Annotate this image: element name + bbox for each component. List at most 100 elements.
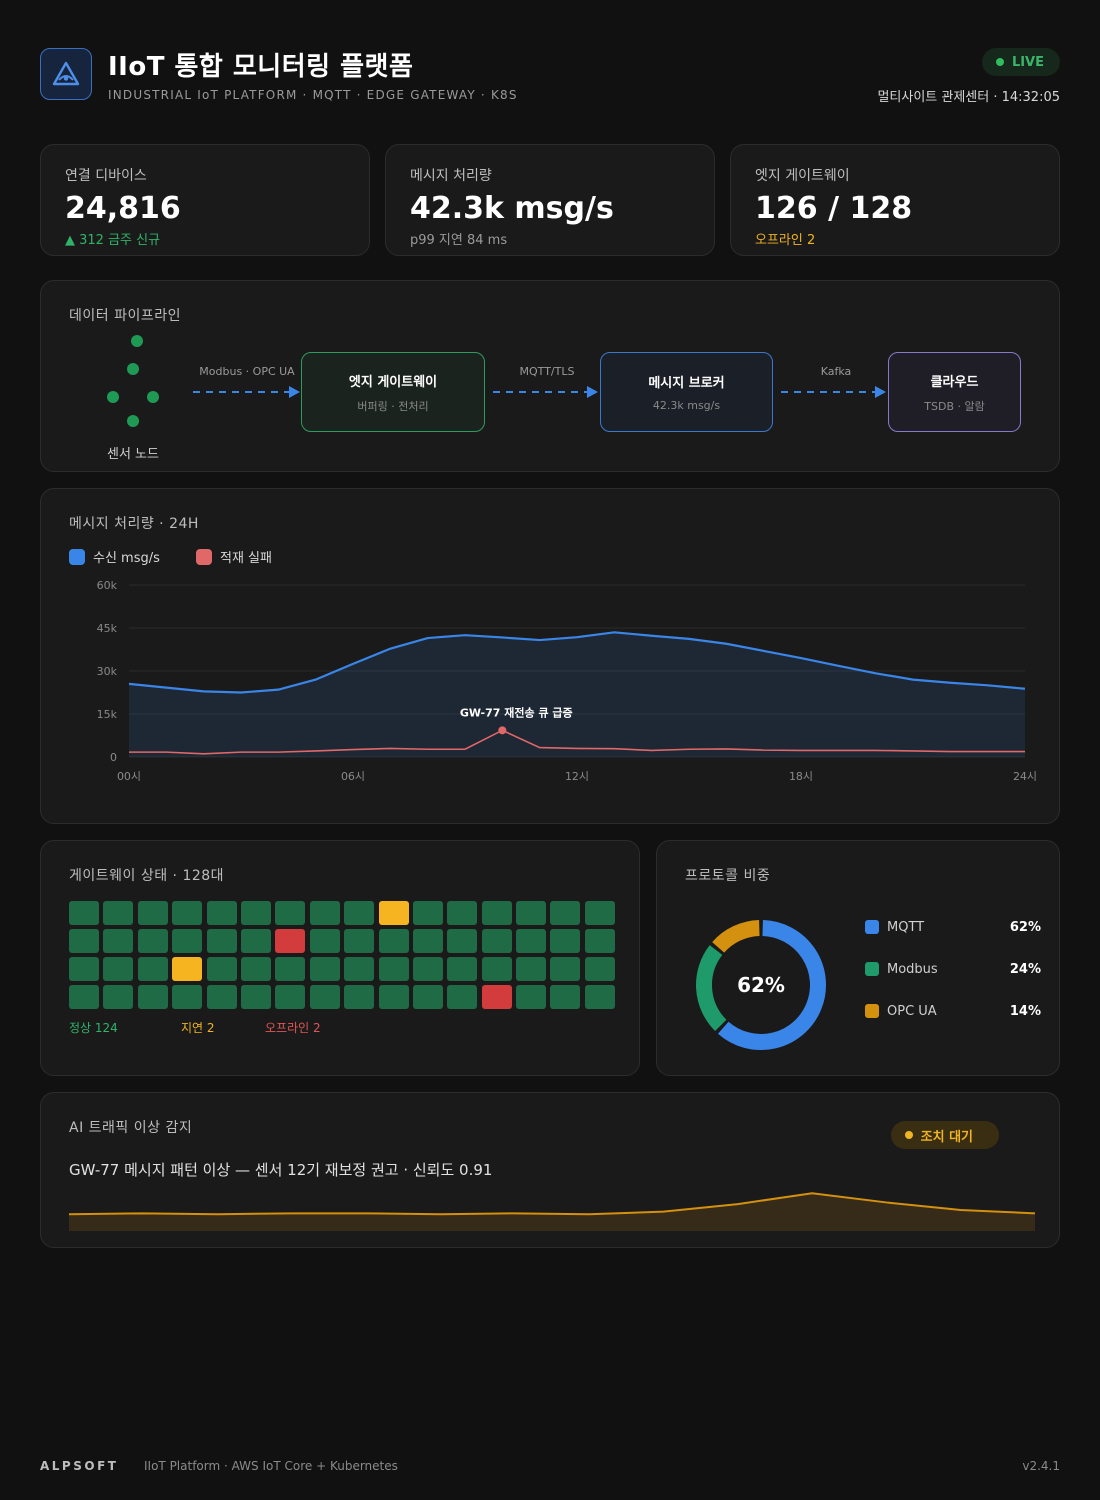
gateway-cell-ok[interactable]	[516, 901, 547, 925]
gateway-cell-ok[interactable]	[447, 901, 478, 925]
gateway-cell-ok[interactable]	[344, 985, 375, 1009]
node-desc: 42.3k msg/s	[652, 399, 721, 412]
gateway-cell-ok[interactable]	[481, 957, 512, 981]
gateway-cell-ok[interactable]	[550, 901, 581, 925]
gateway-cell-ok[interactable]	[447, 957, 478, 981]
gateway-cell-ok[interactable]	[481, 901, 512, 925]
gateway-cell-ok[interactable]	[378, 929, 409, 953]
protocol-item-opcua[interactable]: OPC UA 14%	[865, 1001, 1041, 1021]
ai-message: GW-77 메시지 패턴 이상 — 센서 12기 재보정 권고 · 신뢰도 0.…	[69, 1161, 493, 1179]
legend-swatch	[69, 548, 85, 565]
gateway-cell-ok[interactable]	[240, 929, 271, 953]
protocol-item-mqtt[interactable]: MQTT 62%	[865, 917, 1041, 937]
gateway-cell-ok[interactable]	[516, 985, 547, 1009]
node-name: 엣지 게이트웨이	[348, 374, 438, 390]
gateway-cell-ok[interactable]	[103, 929, 134, 953]
gateway-cell-ok[interactable]	[137, 929, 168, 953]
gateway-cell-warn[interactable]	[172, 957, 203, 981]
gateway-cell-ok[interactable]	[240, 985, 271, 1009]
node-desc: TSDB · 알람	[924, 399, 985, 413]
legend-offline: 오프라인 2	[265, 1021, 321, 1035]
gateway-cell-warn[interactable]	[378, 901, 409, 925]
gateway-cell-ok[interactable]	[378, 957, 409, 981]
pipeline-card: 데이터 파이프라인 센서 노드 Modbus · OPC UA MQTT/TLS…	[40, 280, 1060, 472]
sensor-label: 센서 노드	[107, 447, 159, 462]
gateway-cell-ok[interactable]	[206, 901, 237, 925]
gateway-cell-ok[interactable]	[309, 901, 340, 925]
donut-center: 62%	[737, 973, 785, 997]
gateway-cell-ok[interactable]	[137, 901, 168, 925]
link-label: Kafka	[820, 365, 852, 378]
gateway-cell-ok[interactable]	[344, 901, 375, 925]
gateway-cell-ok[interactable]	[550, 929, 581, 953]
gateway-cell-ok[interactable]	[103, 957, 134, 981]
gateway-cell-ok[interactable]	[412, 929, 443, 953]
pipeline-node-cloud[interactable]: 클라우드 TSDB · 알람	[888, 352, 1021, 432]
gateway-cell-ok[interactable]	[550, 985, 581, 1009]
gateway-cell-ok[interactable]	[309, 957, 340, 981]
gateway-cell-ok[interactable]	[516, 957, 547, 981]
gateway-cell-ok[interactable]	[378, 985, 409, 1009]
x-tick-label: 18시	[789, 770, 813, 783]
y-tick-label: 0	[110, 751, 117, 764]
gateway-cell-ok[interactable]	[344, 929, 375, 953]
y-tick-label: 45k	[97, 622, 118, 635]
gateway-cell-ok[interactable]	[275, 901, 306, 925]
gateway-cell-off[interactable]	[481, 985, 512, 1009]
legend-received[interactable]: 수신 msg/s	[69, 547, 160, 566]
gateway-cell-ok[interactable]	[481, 929, 512, 953]
kpi-card-gateways[interactable]: 엣지 게이트웨이 126 / 128 오프라인 2	[730, 144, 1060, 256]
gateway-cell-ok[interactable]	[137, 957, 168, 981]
action-pending-badge[interactable]: 조치 대기	[890, 1121, 999, 1149]
gateway-cell-ok[interactable]	[275, 957, 306, 981]
gateway-cell-ok[interactable]	[584, 901, 615, 925]
gateway-cell-ok[interactable]	[69, 957, 99, 981]
legend-warn: 지연 2	[181, 1021, 215, 1035]
node-name: 메시지 브로커	[648, 376, 725, 391]
gateway-cell-ok[interactable]	[103, 901, 134, 925]
legend-swatch	[196, 548, 212, 565]
gateway-cell-ok[interactable]	[206, 957, 237, 981]
gateway-cell-ok[interactable]	[137, 985, 168, 1009]
gateway-cell-ok[interactable]	[584, 957, 615, 981]
gateway-cell-ok[interactable]	[172, 901, 203, 925]
gateway-cell-ok[interactable]	[309, 985, 340, 1009]
gateway-cell-ok[interactable]	[69, 985, 99, 1009]
gateway-cell-ok[interactable]	[206, 929, 237, 953]
header: IIoT 통합 모니터링 플랫폼 INDUSTRIAL IoT PLATFORM…	[40, 46, 1060, 106]
gateway-cell-ok[interactable]	[344, 957, 375, 981]
live-badge[interactable]: LIVE	[981, 48, 1060, 76]
gateway-cell-ok[interactable]	[240, 957, 271, 981]
gateway-cell-ok[interactable]	[275, 985, 306, 1009]
gateway-cell-ok[interactable]	[103, 985, 134, 1009]
pipeline-node-edge[interactable]: 엣지 게이트웨이 버퍼링 · 전처리	[301, 352, 485, 432]
node-desc: 버퍼링 · 전처리	[357, 399, 429, 413]
gateway-cell-ok[interactable]	[412, 985, 443, 1009]
protocol-item-modbus[interactable]: Modbus 24%	[865, 959, 1041, 979]
gateway-cell-ok[interactable]	[584, 929, 615, 953]
gateway-cell-ok[interactable]	[172, 929, 203, 953]
section-title: 프로토콜 비중	[685, 868, 771, 884]
gateway-cell-off[interactable]	[275, 929, 306, 953]
gateway-cell-ok[interactable]	[309, 929, 340, 953]
gateway-cell-ok[interactable]	[412, 957, 443, 981]
gateway-cell-ok[interactable]	[516, 929, 547, 953]
gateway-cell-ok[interactable]	[412, 901, 443, 925]
gateway-cell-ok[interactable]	[447, 929, 478, 953]
gateway-cell-ok[interactable]	[69, 901, 99, 925]
kpi-label: 연결 디바이스	[65, 168, 147, 184]
gateway-cell-ok[interactable]	[206, 985, 237, 1009]
kpi-card-throughput[interactable]: 메시지 처리량 42.3k msg/s p99 지연 84 ms	[385, 144, 715, 256]
gateway-cell-ok[interactable]	[447, 985, 478, 1009]
pipeline-node-broker[interactable]: 메시지 브로커 42.3k msg/s	[600, 352, 773, 432]
gateway-cell-ok[interactable]	[550, 957, 581, 981]
link-label: MQTT/TLS	[519, 365, 575, 378]
x-tick-label: 06시	[341, 770, 365, 783]
gateway-cell-ok[interactable]	[69, 929, 99, 953]
gateway-cell-ok[interactable]	[240, 901, 271, 925]
legend-failed[interactable]: 적재 실패	[196, 547, 272, 566]
gateway-cell-ok[interactable]	[584, 985, 615, 1009]
kpi-card-devices[interactable]: 연결 디바이스 24,816 ▲ 312 금주 신규	[40, 144, 370, 256]
gateway-cell-ok[interactable]	[172, 985, 203, 1009]
